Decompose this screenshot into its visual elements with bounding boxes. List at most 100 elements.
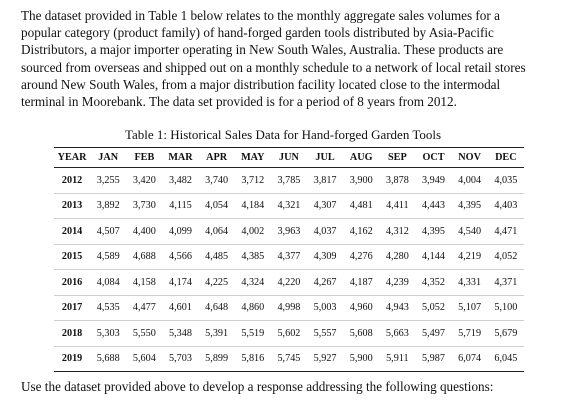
- sales-value-cell: 4,002: [234, 218, 271, 245]
- column-header-mar: MAR: [162, 147, 199, 168]
- sales-value-cell: 4,219: [451, 244, 488, 270]
- intro-line: The dataset provided in Table 1 below re…: [21, 8, 500, 23]
- sales-value-cell: 4,035: [487, 167, 524, 194]
- table-caption: Table 1: Historical Sales Data for Hand-…: [124, 127, 442, 142]
- sales-value-cell: 3,949: [415, 167, 452, 194]
- sales-value-cell: 4,403: [487, 193, 524, 219]
- sales-value-cell: 5,719: [451, 320, 488, 347]
- sales-value-cell: 4,239: [379, 269, 416, 296]
- sales-value-cell: 3,785: [270, 167, 307, 194]
- column-header-sep: SEP: [379, 147, 416, 168]
- sales-value-cell: 5,602: [270, 320, 307, 347]
- sales-value-cell: 4,054: [198, 193, 235, 219]
- sales-value-cell: 4,052: [487, 244, 524, 270]
- sales-value-cell: 4,225: [198, 269, 235, 296]
- sales-value-cell: 5,679: [487, 320, 524, 347]
- sales-value-cell: 4,158: [126, 269, 163, 296]
- sales-value-cell: 4,280: [379, 244, 416, 270]
- sales-value-cell: 3,900: [343, 167, 380, 194]
- table-row: 2017 4,535 4,477 4,601 4,648 4,860 4,998 5,003 4…: [54, 295, 524, 321]
- table-row: 2016 4,084 4,158 4,174 4,225 4,324 4,220 4,267 4…: [54, 269, 524, 296]
- row-year-cell: 2018: [54, 320, 91, 347]
- sales-value-cell: 4,307: [306, 193, 344, 219]
- column-header-nov: NOV: [451, 147, 488, 168]
- sales-value-cell: 4,324: [234, 269, 271, 296]
- sales-value-cell: 5,003: [306, 295, 344, 321]
- sales-value-cell: 5,107: [451, 295, 488, 321]
- table-row: 2013 3,892 3,730 4,115 4,054 4,184 4,321 4,307 4…: [54, 193, 524, 219]
- sales-value-cell: 4,115: [162, 193, 199, 219]
- sales-value-cell: 5,745: [270, 346, 307, 372]
- sales-value-cell: 3,255: [90, 167, 127, 194]
- column-header-jul: JUL: [306, 147, 344, 168]
- header-row: YEAR JAN FEB MAR APR MAY JUN JUL AUG SEP OCT NOV DEC: [54, 147, 524, 168]
- sales-value-cell: 4,566: [162, 244, 199, 270]
- sales-value-cell: 4,485: [198, 244, 235, 270]
- sales-value-cell: 4,187: [343, 269, 380, 296]
- sales-value-cell: 4,220: [270, 269, 307, 296]
- sales-value-cell: 4,162: [343, 218, 380, 245]
- sales-value-cell: 5,927: [306, 346, 344, 372]
- row-year-cell: 2016: [54, 269, 91, 296]
- sales-value-cell: 3,963: [270, 218, 307, 245]
- sales-value-cell: 3,482: [162, 167, 199, 194]
- intro-line: around New South Wales, from a major dis…: [21, 76, 501, 92]
- sales-value-cell: 5,519: [234, 320, 271, 347]
- row-year-cell: 2012: [54, 167, 91, 194]
- sales-value-cell: 4,276: [343, 244, 380, 270]
- column-header-may: MAY: [234, 147, 271, 168]
- sales-value-cell: 4,099: [162, 218, 199, 245]
- sales-value-cell: 5,688: [90, 346, 127, 372]
- sales-value-cell: 4,481: [343, 193, 380, 219]
- sales-table-header: YEAR JAN FEB MAR APR MAY JUN JUL AUG SEP OCT NOV DEC: [54, 147, 524, 168]
- intro-line: Distributors, a major importer operating…: [21, 42, 504, 58]
- sales-value-cell: 4,321: [270, 193, 307, 219]
- sales-value-cell: 4,471: [487, 218, 524, 245]
- sales-value-cell: 4,352: [415, 269, 452, 296]
- intro-line: popular category (product family) of han…: [21, 25, 494, 41]
- sales-value-cell: 4,960: [343, 295, 380, 321]
- sales-value-cell: 5,550: [126, 320, 163, 347]
- sales-value-cell: 4,589: [90, 244, 127, 270]
- table-row: 2015 4,589 4,688 4,566 4,485 4,385 4,377 4,309 4…: [54, 244, 524, 270]
- sales-value-cell: 4,385: [234, 244, 271, 270]
- sales-value-cell: 3,892: [90, 193, 127, 219]
- sales-table: YEAR JAN FEB MAR APR MAY JUN JUL AUG SEP OCT NOV DEC…: [54, 147, 524, 372]
- sales-value-cell: 4,601: [162, 295, 199, 321]
- table-row: 2014 4,507 4,400 4,099 4,064 4,002 3,963 4,037 4…: [54, 218, 524, 245]
- column-header-aug: AUG: [343, 147, 380, 168]
- sales-value-cell: 4,309: [306, 244, 344, 270]
- sales-value-cell: 3,730: [126, 193, 163, 219]
- sales-value-cell: 5,900: [343, 346, 380, 372]
- sales-value-cell: 4,998: [270, 295, 307, 321]
- sales-value-cell: 5,663: [379, 320, 416, 347]
- sales-value-cell: 4,267: [306, 269, 344, 296]
- sales-value-cell: 5,604: [126, 346, 163, 372]
- sales-value-cell: 6,074: [451, 346, 488, 372]
- column-header-apr: APR: [198, 147, 235, 168]
- table-row: 2019 5,688 5,604 5,703 5,899 5,816 5,745 5,927 5…: [54, 346, 524, 372]
- sales-value-cell: 5,557: [306, 320, 344, 347]
- intro-line: terminal in Moorebank. The data set prov…: [21, 94, 457, 110]
- column-header-feb: FEB: [126, 147, 163, 168]
- table-row: 2012 3,255 3,420 3,482 3,740 3,712 3,785 3,817 3…: [54, 167, 524, 194]
- table-row: 2018 5,303 5,550 5,348 5,391 5,519 5,602 5,557 5…: [54, 320, 524, 347]
- sales-value-cell: 3,420: [126, 167, 163, 194]
- sales-value-cell: 4,507: [90, 218, 127, 245]
- sales-value-cell: 4,371: [487, 269, 524, 296]
- column-header-jun: JUN: [270, 147, 307, 168]
- sales-value-cell: 4,477: [126, 295, 163, 321]
- column-header-year: YEAR: [54, 147, 91, 168]
- sales-value-cell: 4,411: [379, 193, 416, 219]
- sales-value-cell: 4,648: [198, 295, 235, 321]
- column-header-dec: DEC: [487, 147, 524, 168]
- sales-value-cell: 4,174: [162, 269, 199, 296]
- sales-value-cell: 3,817: [306, 167, 344, 194]
- sales-value-cell: 5,100: [487, 295, 524, 321]
- sales-table-body: 2012 3,255 3,420 3,482 3,740 3,712 3,785 3,817 3…: [54, 167, 524, 372]
- sales-value-cell: 4,377: [270, 244, 307, 270]
- sales-value-cell: 4,395: [451, 193, 488, 219]
- row-year-cell: 2017: [54, 295, 91, 321]
- sales-value-cell: 4,395: [415, 218, 452, 245]
- sales-value-cell: 5,348: [162, 320, 199, 347]
